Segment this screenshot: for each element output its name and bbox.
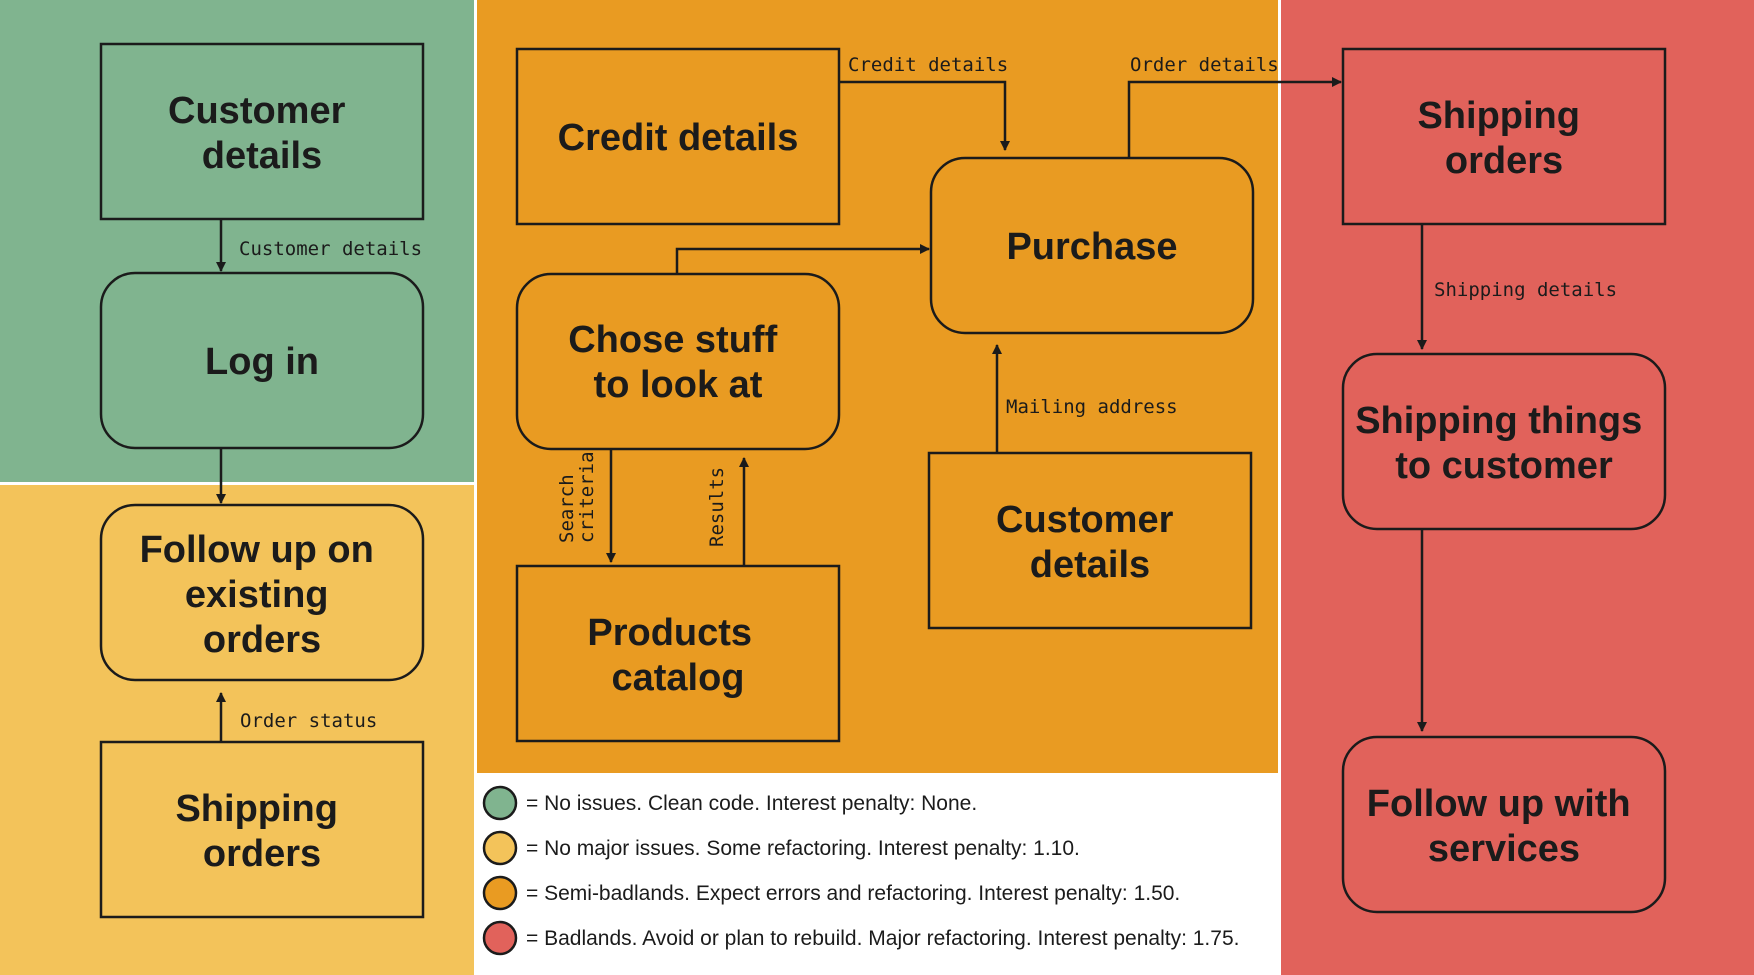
svg-text:Follow up with services: Follow up with services [1367,783,1641,870]
svg-text:Customer details: Customer details [239,238,422,260]
svg-text:Shipping details: Shipping details [1434,279,1617,301]
svg-text:Mailing address: Mailing address [1006,396,1178,418]
edge-customer-details-to-log-in: Customer details [216,219,422,272]
svg-text:= Semi-badlands. Expect errors: = Semi-badlands. Expect errors and refac… [526,882,1180,905]
svg-text:Search criteria: Search criteria [556,451,598,543]
svg-text:= No issues. Clean code. Inter: = No issues. Clean code. Interest penalt… [526,792,977,815]
legend-swatch [482,875,518,911]
node-customer-details-orange: Customer details [927,451,1253,630]
svg-text:Log in: Log in [205,341,319,383]
node-follow-up-services: Follow up with services [1341,735,1667,914]
node-shipping-orders-yellow: Shipping orders [99,740,425,919]
svg-text:Credit details: Credit details [848,54,1008,76]
svg-text:= No major issues. Some refact: = No major issues. Some refactoring. Int… [526,837,1080,860]
legend-item-red: = Badlands. Avoid or plan to rebuild. Ma… [482,920,1239,956]
legend-item-green: = No issues. Clean code. Interest penalt… [482,785,977,821]
legend-swatch [482,920,518,956]
node-products-catalog: Products catalog [515,564,841,743]
legend-item-orange: = Semi-badlands. Expect errors and refac… [482,875,1180,911]
svg-text:Products catalog: Products catalog [587,612,762,699]
legend-swatch [482,785,518,821]
edge-chose-stuff-to-purchase [675,244,930,274]
legend-swatch [482,830,518,866]
svg-text:Customer details: Customer details [168,90,356,177]
edge-shipping-orders-to-follow-up: Order status [216,692,377,742]
node-follow-up-existing-orders: Follow up on existing orders [99,503,425,682]
legend-item-yellow: = No major issues. Some refactoring. Int… [482,830,1080,866]
edge-credit-details-to-purchase: Credit details [839,54,1010,151]
node-chose-stuff: Chose stuff to look at [515,272,841,451]
svg-text:Credit details: Credit details [558,117,799,159]
edge-search-criteria: Search criteria [556,449,616,563]
node-customer-details-green: Customer details [99,42,425,221]
svg-text:Follow up on existing: Follow up on existing orders [140,529,385,661]
svg-text:Purchase: Purchase [1006,226,1177,268]
svg-text:Customer details: Customer details [996,499,1184,586]
svg-text:Shipping things to custo: Shipping things to customer [1355,400,1653,487]
svg-text:Results: Results [706,467,728,547]
node-log-in: Log in [99,271,425,450]
edge-shipping-details: Shipping details [1417,224,1617,350]
node-shipping-things: Shipping things to customer [1341,352,1667,531]
svg-text:Shipping orders: Shipping orders [1417,95,1590,182]
edge-purchase-to-shipping-orders: Order details [1127,54,1342,158]
legend: = No issues. Clean code. Interest penalt… [482,785,1239,956]
svg-text:Shipping orders: Shipping orders [175,788,348,875]
svg-text:= Badlands. Avoid or plan to r: = Badlands. Avoid or plan to rebuild. Ma… [526,927,1239,950]
svg-text:Order details: Order details [1130,54,1279,76]
svg-text:Order status: Order status [240,710,377,732]
node-credit-details: Credit details [515,47,841,226]
node-shipping-orders-red: Shipping orders [1341,47,1667,226]
edge-results: Results [706,457,749,566]
edge-customer-details-to-purchase: Mailing address [992,344,1178,453]
svg-text:Chose stuff to look at: Chose stuff to look at [568,319,788,406]
node-purchase: Purchase [929,156,1255,335]
